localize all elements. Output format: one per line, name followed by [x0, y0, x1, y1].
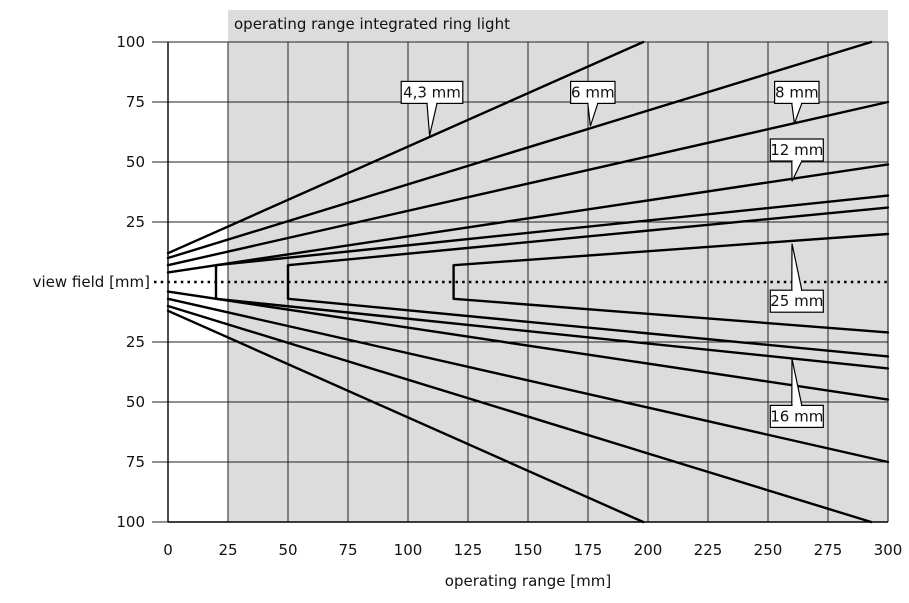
series-upper-line [286, 206, 890, 267]
x-tick-label: 125 [454, 541, 483, 559]
y-tick-label: 25 [126, 213, 145, 231]
callout-label: 8 mm [775, 83, 819, 101]
y-tick-label: 75 [126, 453, 145, 471]
y-ticks: 100 75 50 25 25 50 75 100 [116, 33, 145, 531]
callouts: 4,3 mm 6 mm 8 mm 12 mm 25 mm 16 mm [400, 80, 824, 428]
x-ticks: 0 25 50 75 100 125 150 175 200 225 250 275 300 [163, 541, 902, 559]
focal-lines [166, 40, 890, 524]
x-tick-label: 75 [338, 541, 357, 559]
x-tick-label: 150 [514, 541, 543, 559]
series-upper-line [166, 100, 890, 267]
series-upper-line [452, 232, 890, 267]
series-lower-line [286, 297, 890, 358]
y-tick-label: 50 [126, 393, 145, 411]
x-tick-label: 0 [163, 541, 173, 559]
series-upper-line [166, 40, 873, 260]
x-tick-label: 50 [278, 541, 297, 559]
y-tick-label: 100 [116, 513, 145, 531]
y-tick-label: 50 [126, 153, 145, 171]
x-tick-label: 250 [754, 541, 783, 559]
x-tick-label: 275 [814, 541, 843, 559]
x-axis-title: operating range [mm] [445, 572, 611, 590]
x-tick-label: 100 [394, 541, 423, 559]
x-tick-label: 200 [634, 541, 663, 559]
callout-label: 4,3 mm [403, 83, 461, 101]
callout-label: 16 mm [770, 407, 823, 425]
callout-label: 6 mm [571, 83, 615, 101]
axes [167, 42, 889, 523]
x-tick-label: 175 [574, 541, 603, 559]
series-lower-line [214, 297, 890, 370]
series-upper-line [166, 40, 645, 255]
series-lower-line [166, 290, 890, 401]
x-tick-label: 225 [694, 541, 723, 559]
callout-label: 12 mm [770, 141, 823, 159]
y-tick-label: 75 [126, 93, 145, 111]
x-tick-label: 25 [218, 541, 237, 559]
series-lower-line [452, 297, 890, 334]
series-lower-line [166, 309, 645, 524]
ring-light-region-label: operating range integrated ring light [234, 15, 510, 33]
series-upper-line [166, 163, 890, 274]
series-lower-line [166, 297, 890, 464]
grid [152, 41, 889, 523]
series-lower-line [166, 304, 873, 524]
y-tick-label: 100 [116, 33, 145, 51]
callout-label: 25 mm [770, 292, 823, 310]
y-tick-label: 25 [126, 333, 145, 351]
x-tick-label: 300 [874, 541, 903, 559]
series-upper-line [214, 194, 890, 267]
y-axis-title: view field [mm] [33, 273, 150, 291]
